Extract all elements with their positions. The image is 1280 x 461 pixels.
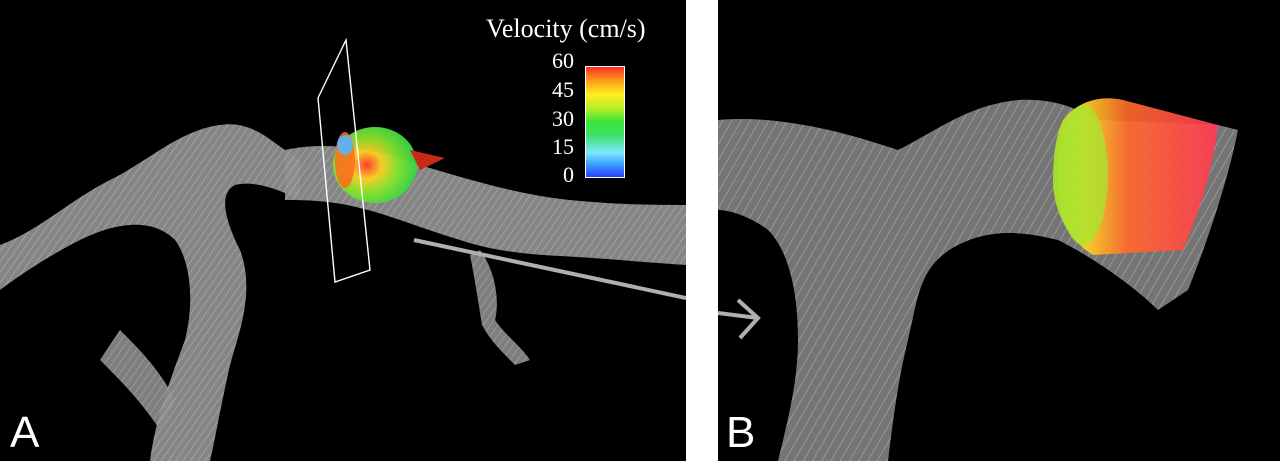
legend-tick-45: 45	[552, 77, 574, 102]
velocity-colorbar	[585, 66, 625, 178]
panel-label-b: B	[726, 408, 756, 457]
legend-title: Velocity (cm/s)	[486, 14, 646, 43]
panel-b: B	[718, 0, 1280, 461]
vessel-branch	[470, 250, 530, 365]
legend-tick-60: 60	[552, 48, 574, 73]
vessel-left-loop	[0, 124, 300, 461]
zoom-arrow	[413, 238, 686, 300]
velocity-jet-a	[333, 127, 417, 203]
panel-a: Velocity (cm/s) 60 45 30 15 0 A	[0, 0, 686, 461]
vessel-lower-left	[100, 330, 175, 430]
vessel-render-b	[718, 98, 1238, 461]
cut-plane	[317, 37, 371, 283]
panel-label-a: A	[10, 408, 40, 457]
legend-tick-30: 30	[552, 106, 574, 131]
vessel-render-a	[0, 37, 686, 461]
legend-tick-15: 15	[552, 134, 574, 159]
legend-tick-0: 0	[563, 162, 574, 187]
